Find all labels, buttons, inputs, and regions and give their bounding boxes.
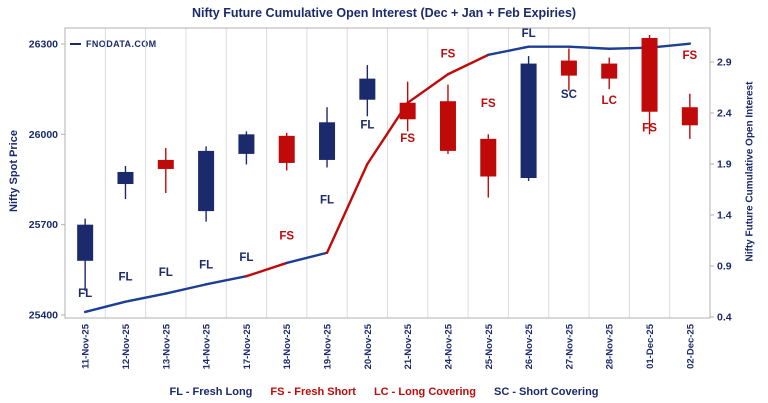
candle-21-Nov-25 xyxy=(399,81,416,132)
signal-label-sc: SC xyxy=(561,89,577,101)
candle-17-Nov-25 xyxy=(238,131,255,165)
candle-body xyxy=(278,135,295,163)
x-tick-label: 20-Nov-25 xyxy=(363,323,374,369)
signal-label-fl: FL xyxy=(159,267,173,279)
y-right-tick-label: 0.4 xyxy=(717,312,732,324)
x-tick-label: 13-Nov-25 xyxy=(161,323,172,369)
x-tick-label: 21-Nov-25 xyxy=(403,323,414,369)
candle-25-Nov-25 xyxy=(480,134,497,198)
signal-label-fs: FS xyxy=(642,122,657,134)
signal-label-fs: FS xyxy=(279,231,294,243)
x-tick-label: 12-Nov-25 xyxy=(121,323,132,369)
legend-item-lc: LC - Long Covering xyxy=(373,386,476,398)
legend-item-fs: FS - Fresh Short xyxy=(270,386,356,398)
candle-20-Nov-25 xyxy=(359,65,376,117)
candle-13-Nov-25 xyxy=(157,147,174,194)
signal-label-fl: FL xyxy=(360,119,374,131)
candle-body xyxy=(681,107,698,126)
oi-line-segment xyxy=(285,251,329,265)
plot-border xyxy=(64,27,711,319)
x-tick-label: 27-Nov-25 xyxy=(564,323,575,369)
oi-line-segment xyxy=(567,45,611,50)
oi-line-segment xyxy=(325,162,369,254)
oi-line-segment xyxy=(487,45,530,57)
y-right-tick-label: 2.9 xyxy=(717,57,732,69)
candle-body xyxy=(77,224,94,261)
x-tick-label: 17-Nov-25 xyxy=(242,323,253,369)
y-right-tick-label: 0.9 xyxy=(717,261,732,273)
x-tick-label: 14-Nov-25 xyxy=(202,323,213,369)
oi-line-segment xyxy=(406,73,450,105)
candle-24-Nov-25 xyxy=(439,84,456,154)
oi-line-segment xyxy=(245,261,288,278)
x-tick-label: 24-Nov-25 xyxy=(443,323,454,369)
candle-02-Dec-25 xyxy=(681,93,698,139)
signal-label-lc: LC xyxy=(602,95,617,107)
candle-body xyxy=(480,138,497,177)
legend-item-fl: FL - Fresh Long xyxy=(169,386,253,398)
y-right-tick-label: 2.4 xyxy=(717,108,732,120)
chart-title: Nifty Future Cumulative Open Interest (D… xyxy=(191,6,577,20)
signal-label-fl: FL xyxy=(239,252,253,264)
candle-11-Nov-25 xyxy=(77,218,94,291)
signal-label-fl: FL xyxy=(118,271,132,283)
candle-12-Nov-25 xyxy=(117,165,134,200)
candle-27-Nov-25 xyxy=(560,48,577,91)
candle-body xyxy=(359,78,376,100)
oi-line-segment xyxy=(446,53,490,76)
candle-body xyxy=(399,102,416,120)
signal-label-fs: FS xyxy=(682,50,697,62)
x-tick-label: 25-Nov-25 xyxy=(484,323,495,369)
candle-body xyxy=(117,171,134,185)
y-left-tick-label: 26000 xyxy=(29,129,58,141)
x-tick-label: 11-Nov-25 xyxy=(81,323,92,369)
candle-body xyxy=(520,63,537,178)
candle-19-Nov-25 xyxy=(319,107,336,168)
candle-body xyxy=(198,150,215,212)
oi-line-segment xyxy=(164,283,208,295)
signal-label-fl: FL xyxy=(78,288,92,300)
x-tick-label: 01-Dec-25 xyxy=(645,323,656,369)
oi-line-segment xyxy=(204,275,248,286)
x-tick-label: 19-Nov-25 xyxy=(323,323,334,369)
y-left-tick-label: 25700 xyxy=(29,219,58,231)
candle-01-Dec-25 xyxy=(641,34,658,135)
candle-body xyxy=(319,122,336,160)
signal-label-fs: FS xyxy=(441,49,456,61)
watermark-text: FNODATA.COM xyxy=(86,39,157,49)
oi-line-segment xyxy=(124,292,167,303)
watermark: FNODATA.COM xyxy=(70,39,157,49)
watermark-dash-icon xyxy=(70,43,81,45)
signal-label-fs: FS xyxy=(400,133,415,145)
candle-body xyxy=(439,101,456,151)
candle-body xyxy=(641,37,658,112)
signal-label-fl: FL xyxy=(199,259,213,271)
x-tick-label: 02-Dec-25 xyxy=(685,323,696,369)
candle-body xyxy=(601,63,618,79)
candle-body xyxy=(157,159,174,169)
x-tick-label: 18-Nov-25 xyxy=(282,323,293,369)
legend: FL - Fresh Long FS - Fresh Short LC - Long… xyxy=(0,386,768,398)
candle-18-Nov-25 xyxy=(278,132,295,171)
signal-label-fl: FL xyxy=(522,28,536,40)
x-tick-label: 26-Nov-25 xyxy=(524,323,535,369)
y-right-tick-label: 1.4 xyxy=(717,210,732,222)
signal-label-fl: FL xyxy=(320,195,334,207)
oi-line-segment xyxy=(83,300,127,314)
candle-body xyxy=(560,60,577,76)
legend-item-sc: SC - Short Covering xyxy=(494,386,599,398)
y-left-tick-label: 26300 xyxy=(29,39,58,51)
candle-28-Nov-25 xyxy=(601,57,618,90)
candle-14-Nov-25 xyxy=(198,146,215,222)
x-tick-label: 28-Nov-25 xyxy=(605,323,616,369)
candle-26-Nov-25 xyxy=(520,56,537,182)
candle-body xyxy=(238,134,255,154)
signal-label-fs: FS xyxy=(481,98,496,110)
y-left-tick-label: 25400 xyxy=(29,310,58,322)
y-right-tick-label: 1.9 xyxy=(717,159,732,171)
